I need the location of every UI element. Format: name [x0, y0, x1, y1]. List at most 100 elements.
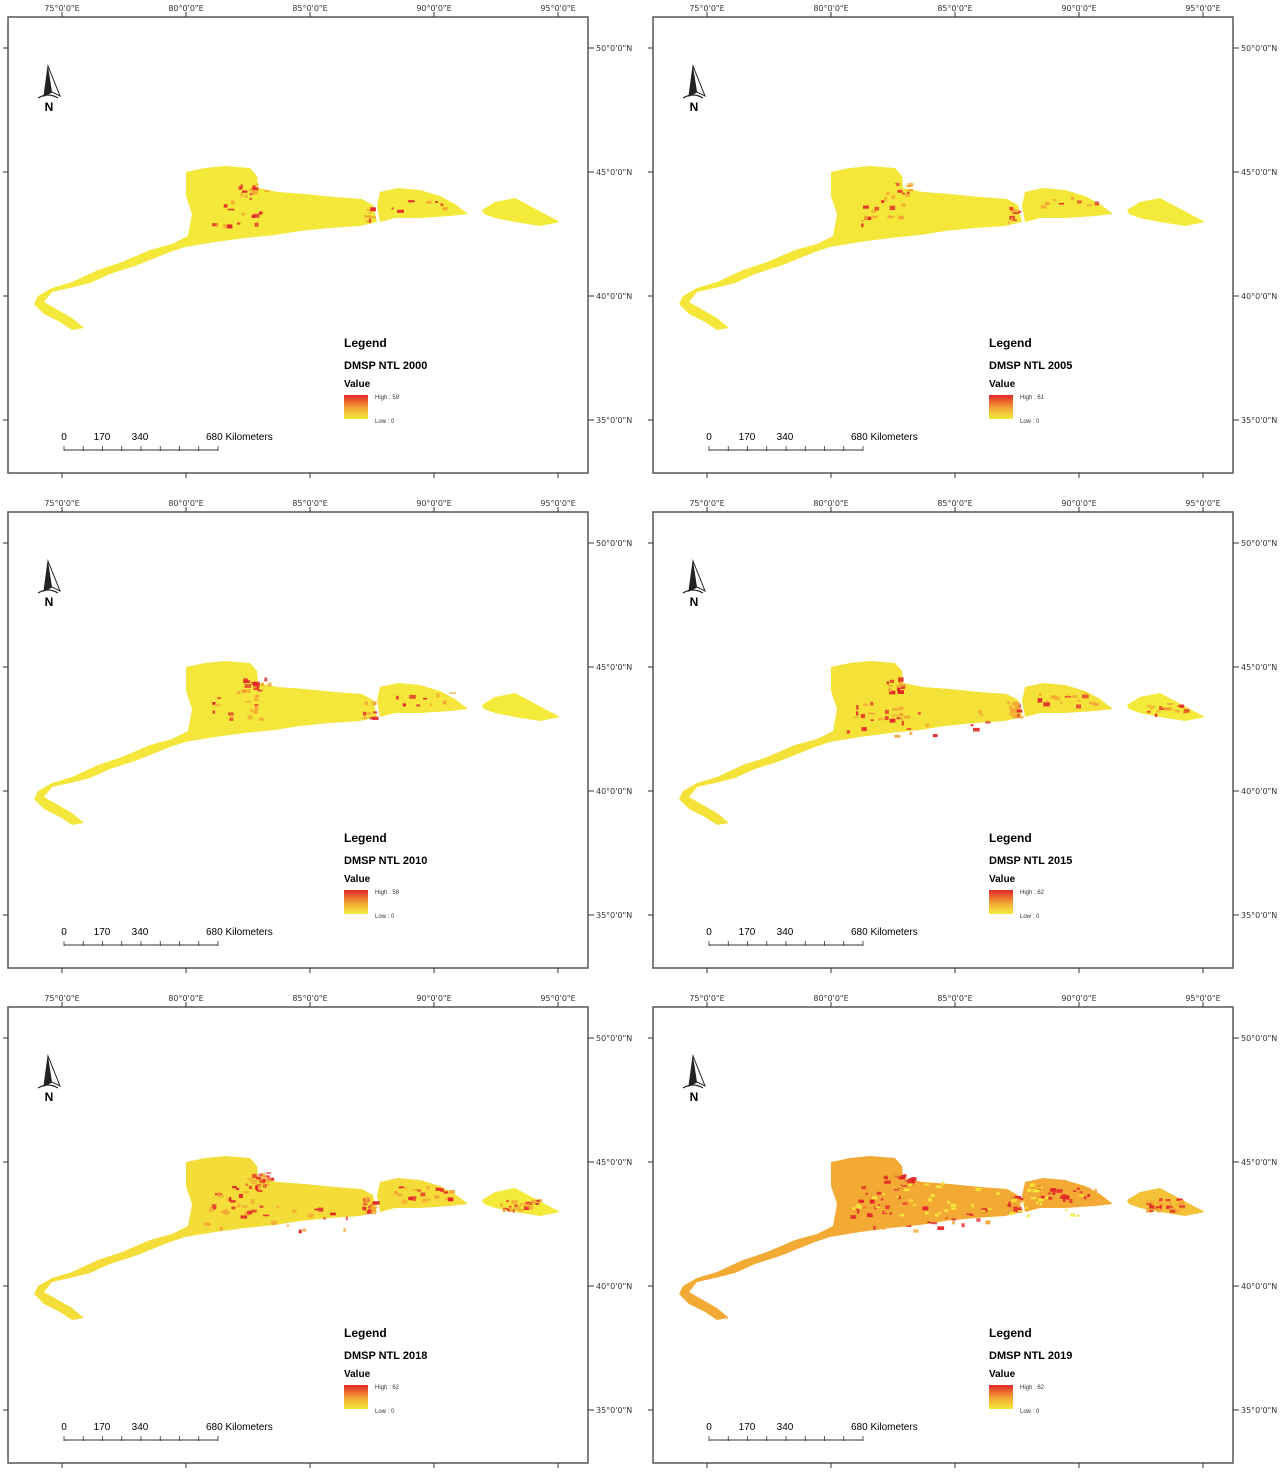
ntl-hotspot — [871, 215, 878, 219]
ntl-hotspot — [854, 716, 859, 719]
ntl-hotspot — [1146, 1208, 1153, 1213]
ntl-hotspot — [875, 1196, 882, 1199]
ntl-hotspot — [889, 690, 896, 695]
lon-label: 80°0'0"E — [168, 499, 203, 508]
legend-value-label: Value — [344, 1369, 371, 1380]
ntl-hotspot — [1176, 1198, 1183, 1201]
lat-label: 40°0'0"N — [1241, 1282, 1277, 1291]
ntl-hotspot — [503, 1207, 508, 1210]
lat-label: 40°0'0"N — [1241, 292, 1277, 301]
ntl-hotspot — [1076, 704, 1082, 709]
ntl-hotspot — [362, 717, 368, 720]
ntl-hotspot — [447, 1197, 454, 1202]
ntl-hotspot — [896, 182, 900, 186]
ntl-hotspot — [364, 701, 369, 706]
ntl-hotspot — [862, 1198, 865, 1201]
ntl-hotspot — [255, 1185, 258, 1190]
ntl-hotspot — [244, 194, 248, 198]
ntl-hotspot — [440, 203, 444, 207]
lat-label: 35°0'0"N — [596, 911, 632, 920]
ntl-hotspot — [903, 1224, 910, 1227]
ntl-dim-patch — [924, 1183, 929, 1186]
north-arrow-base — [682, 94, 704, 99]
legend-heading: Legend — [344, 831, 387, 845]
ntl-hotspot — [263, 1184, 267, 1188]
ntl-hotspot — [894, 734, 901, 738]
ntl-dim-patch — [981, 1210, 986, 1212]
legend-value-label: Value — [989, 874, 1016, 885]
ntl-hotspot — [927, 1221, 931, 1224]
lon-label: 75°0'0"E — [689, 499, 724, 508]
lon-label: 95°0'0"E — [540, 499, 575, 508]
legend-low-value: Low : 0 — [1020, 419, 1040, 425]
ntl-hotspot — [888, 687, 892, 692]
scale-label: 340 — [132, 1422, 149, 1433]
lon-label: 90°0'0"E — [1061, 499, 1096, 508]
ntl-hotspot — [369, 1206, 376, 1211]
ntl-hotspot — [436, 693, 440, 698]
legend-value-label: Value — [989, 379, 1016, 390]
ntl-hotspot — [262, 1181, 265, 1186]
ntl-hotspot — [850, 1215, 857, 1219]
ntl-hotspot — [254, 222, 259, 227]
ntl-hotspot — [895, 1201, 898, 1205]
ntl-hotspot — [235, 1205, 240, 1208]
ntl-dim-patch — [935, 1213, 939, 1217]
ntl-hotspot — [511, 1200, 518, 1205]
ntl-dim-patch — [1045, 1196, 1049, 1200]
ntl-hotspot — [226, 1198, 229, 1201]
ntl-hotspot — [364, 1198, 368, 1201]
ntl-hotspot — [863, 205, 869, 209]
ntl-hotspot — [1179, 1207, 1185, 1210]
ntl-hotspot — [1085, 1198, 1092, 1203]
region-main — [34, 661, 377, 825]
lat-label: 35°0'0"N — [1241, 1406, 1277, 1415]
ntl-hotspot — [1089, 701, 1096, 705]
legend-value-label: Value — [344, 379, 371, 390]
ntl-hotspot — [980, 713, 984, 717]
ntl-hotspot — [1159, 1205, 1162, 1209]
ntl-hotspot — [899, 717, 903, 721]
ntl-hotspot — [434, 1194, 440, 1199]
ntl-hotspot — [412, 1188, 418, 1191]
lon-label: 75°0'0"E — [44, 994, 79, 1003]
ntl-hotspot — [1052, 1191, 1056, 1195]
lon-label: 90°0'0"E — [416, 994, 451, 1003]
ntl-hotspot — [391, 207, 394, 210]
ntl-hotspot — [507, 1209, 510, 1212]
north-arrow-icon — [37, 1054, 61, 1089]
ntl-hotspot — [889, 1212, 892, 1215]
ntl-hotspot — [212, 702, 216, 705]
ntl-hotspot — [889, 718, 896, 723]
ntl-dim-patch — [975, 1187, 981, 1192]
lon-label: 75°0'0"E — [689, 994, 724, 1003]
ntl-hotspot — [918, 1219, 921, 1224]
ntl-hotspot — [921, 1219, 927, 1222]
ntl-hotspot — [1017, 710, 1021, 715]
ntl-hotspot — [1171, 707, 1174, 710]
map-panel-2019: 75°0'0"E 80°0'0"E 85°0'0"E 90°0'0"E 95°0'0"E… — [645, 990, 1280, 1480]
region-ntl — [34, 1156, 560, 1320]
ntl-hotspot — [1043, 702, 1050, 707]
ntl-hotspot — [367, 1210, 370, 1214]
ntl-hotspot — [904, 1214, 907, 1219]
ntl-hotspot — [1087, 1194, 1091, 1197]
ntl-hotspot — [417, 1189, 421, 1192]
ntl-hotspot — [217, 697, 221, 700]
legend-map-title: DMSP NTL 2018 — [344, 1350, 427, 1362]
ntl-hotspot — [429, 703, 432, 706]
legend-heading: Legend — [344, 336, 387, 350]
lat-label: 40°0'0"N — [596, 292, 632, 301]
ntl-hotspot — [1081, 694, 1089, 699]
region-main — [679, 166, 1022, 330]
ntl-hotspot — [901, 203, 906, 207]
north-arrow-half — [689, 561, 697, 591]
ntl-hotspot — [1007, 701, 1010, 705]
ntl-hotspot — [408, 1196, 413, 1201]
ntl-hotspot — [254, 704, 259, 707]
ntl-hotspot — [873, 1225, 876, 1231]
ntl-hotspot — [900, 1182, 907, 1185]
lat-label: 35°0'0"N — [596, 416, 632, 425]
legend-map-title: DMSP NTL 2005 — [989, 360, 1072, 372]
scale-label: 0 — [706, 927, 712, 938]
